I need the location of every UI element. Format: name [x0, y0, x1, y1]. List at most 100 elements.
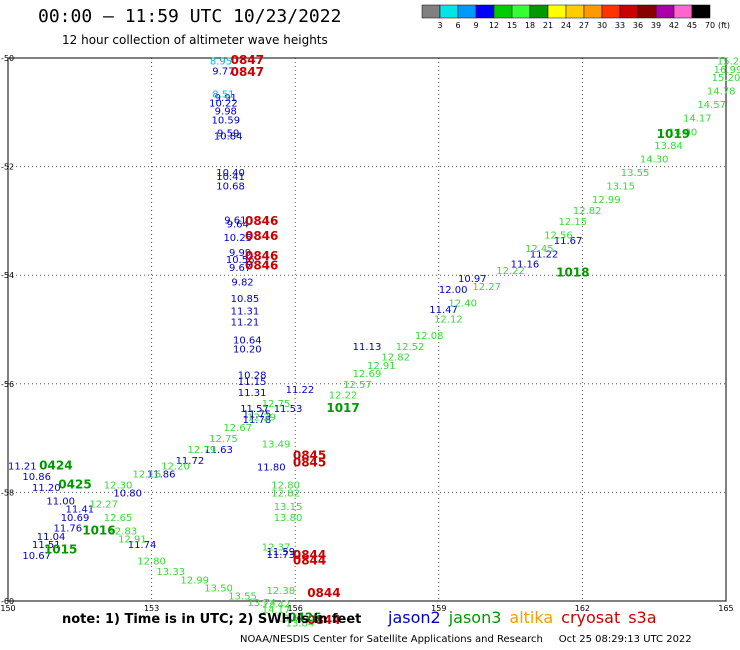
wave-height-label: 12.91 — [367, 361, 396, 372]
wave-height-label: 12.20 — [161, 461, 190, 472]
axis-ticks: 150 153 156 159 162 165 -50 -52 -54 -56 -58 -60 — [0, 54, 733, 613]
wave-height-label: 12.83 — [109, 526, 138, 537]
wave-height-label: 10.67 — [22, 551, 51, 562]
pass-time-label: 0847 — [231, 65, 264, 79]
wave-height-label: 9.67 — [229, 263, 251, 274]
wave-height-label: 13.55 — [621, 168, 650, 179]
wave-height-label: 12.91 — [118, 535, 147, 546]
color-scale-swatch — [421, 4, 441, 19]
color-scale-swatch — [439, 4, 459, 19]
satellite-legend: jason2 jason3 altika cryosat s3a — [388, 608, 665, 627]
wave-height-label: 14.17 — [683, 114, 712, 125]
wave-height-label: 12.56 — [544, 230, 573, 241]
wave-height-label: 11.67 — [554, 236, 583, 247]
wave-height-label: 10.40 — [216, 168, 245, 179]
color-scale-swatch — [583, 4, 603, 19]
wave-height-label: 10.41 — [216, 172, 245, 183]
wave-height-label: 12.16 — [132, 469, 161, 480]
pass-time-label: 1015 — [44, 542, 77, 556]
y-tick-label: -58 — [1, 488, 14, 497]
wave-height-label: 12.99 — [180, 575, 209, 586]
wave-height-label: 9.99 — [229, 248, 251, 259]
pass-time-label: 0844 — [293, 548, 326, 562]
wave-height-label: 11.53 — [274, 404, 303, 415]
wave-height-label: 12.15 — [559, 217, 588, 228]
color-scale-swatch — [655, 4, 675, 19]
wave-height-label: 10.68 — [216, 182, 245, 193]
color-scale-swatch — [565, 4, 585, 19]
y-tick-label: -50 — [1, 54, 14, 63]
wave-height-label: 10.22 — [209, 99, 238, 110]
x-tick-label: 153 — [144, 604, 159, 613]
x-tick-label: 156 — [288, 604, 303, 613]
wave-height-label: 12.67 — [223, 423, 252, 434]
wave-height-label: 14.17 — [262, 605, 291, 616]
plot-grid — [8, 58, 726, 601]
color-scale-label: 12 — [489, 21, 499, 30]
wave-height-label: 9.82 — [231, 278, 253, 289]
pass-time-label: 0844 — [307, 586, 340, 600]
wave-height-label: 10.69 — [61, 513, 90, 524]
wave-height-label: 11.04 — [37, 532, 66, 543]
wave-height-label: 13.50 — [204, 583, 233, 594]
wave-height-label: 12.30 — [104, 480, 133, 491]
pass-time-label: 0425 — [58, 477, 91, 491]
wave-height-label: 11.47 — [429, 305, 458, 316]
wave-height-label: 12.27 — [472, 282, 501, 293]
x-tick-label: 165 — [718, 604, 733, 613]
y-tick-label: -60 — [1, 597, 14, 606]
color-scale-label: 42 — [669, 21, 679, 30]
color-scale-legend: 3 6 9 12 15 18 21 24 27 30 33 36 39 42 45 70 (ft) — [421, 4, 730, 30]
wave-height-label: 10.59 — [211, 115, 240, 126]
pass-time-label: 0844 — [293, 553, 326, 567]
wave-height-label: 11.22 — [530, 249, 559, 260]
wave-height-label: 13.84 — [654, 141, 683, 152]
color-scale-swatch — [637, 4, 657, 19]
wave-height-label: 11.41 — [65, 505, 94, 516]
wave-height-label: 10.80 — [113, 488, 142, 499]
wave-height-label: 10.84 — [214, 132, 243, 143]
wave-height-label: 10.28 — [238, 371, 267, 382]
pass-time-label: 0847 — [231, 53, 264, 67]
wave-height-label: 11.59 — [267, 547, 296, 558]
wave-height-label: 12.69 — [353, 369, 382, 380]
wave-height-label: 8.95 — [210, 57, 232, 68]
wave-height-label: 12.52 — [396, 342, 425, 353]
wave-height-label: 11.76 — [54, 524, 83, 535]
wave-height-label: 9.59 — [217, 128, 239, 139]
wave-height-label: 10.86 — [22, 472, 51, 483]
wave-height-label: 11.22 — [286, 385, 315, 396]
pass-time-label: 1019 — [657, 127, 690, 141]
color-scale-label: 45 — [687, 21, 697, 30]
wave-height-label: 11.72 — [176, 456, 205, 467]
pass-time-label: 1018 — [556, 265, 589, 279]
wave-height-label: 12.82 — [573, 206, 602, 217]
pass-time-label: 0845 — [293, 456, 326, 470]
wave-height-label: 11.75 — [243, 410, 272, 421]
wave-height-label: 13.74 — [247, 598, 276, 609]
wave-height-label: 12.75 — [262, 399, 291, 410]
color-scale-label: 6 — [455, 21, 460, 30]
wave-height-label: 10.64 — [233, 335, 262, 346]
color-scale-label: 21 — [543, 21, 553, 30]
y-tick-label: -52 — [1, 163, 14, 172]
wave-height-label: 13.69 — [276, 613, 305, 624]
color-scale-label: 30 — [597, 21, 607, 30]
wave-height-label: 13.55 — [228, 592, 257, 603]
wave-height-label: 13.80 — [274, 513, 303, 524]
wave-height-label: 12.29 — [247, 412, 276, 423]
satellite-legend-s3a: s3a — [628, 608, 657, 627]
wave-height-label: 13.15 — [606, 182, 635, 193]
wave-height-label: 16.99 — [714, 65, 740, 76]
color-scale-swatch — [547, 4, 567, 19]
color-scale-label: 27 — [579, 21, 589, 30]
wave-height-label: 10.25 — [223, 233, 252, 244]
x-tick-label: 162 — [575, 604, 590, 613]
wave-height-label: 11.13 — [353, 342, 382, 353]
pass-time-label: 0846 — [245, 249, 278, 263]
wave-height-label: 10.20 — [233, 345, 262, 356]
wave-height-label: 12.65 — [104, 513, 133, 524]
wave-height-label: 12.75 — [209, 434, 238, 445]
wave-height-label: 14.30 — [640, 154, 669, 165]
wave-height-label: 13.33 — [156, 567, 185, 578]
